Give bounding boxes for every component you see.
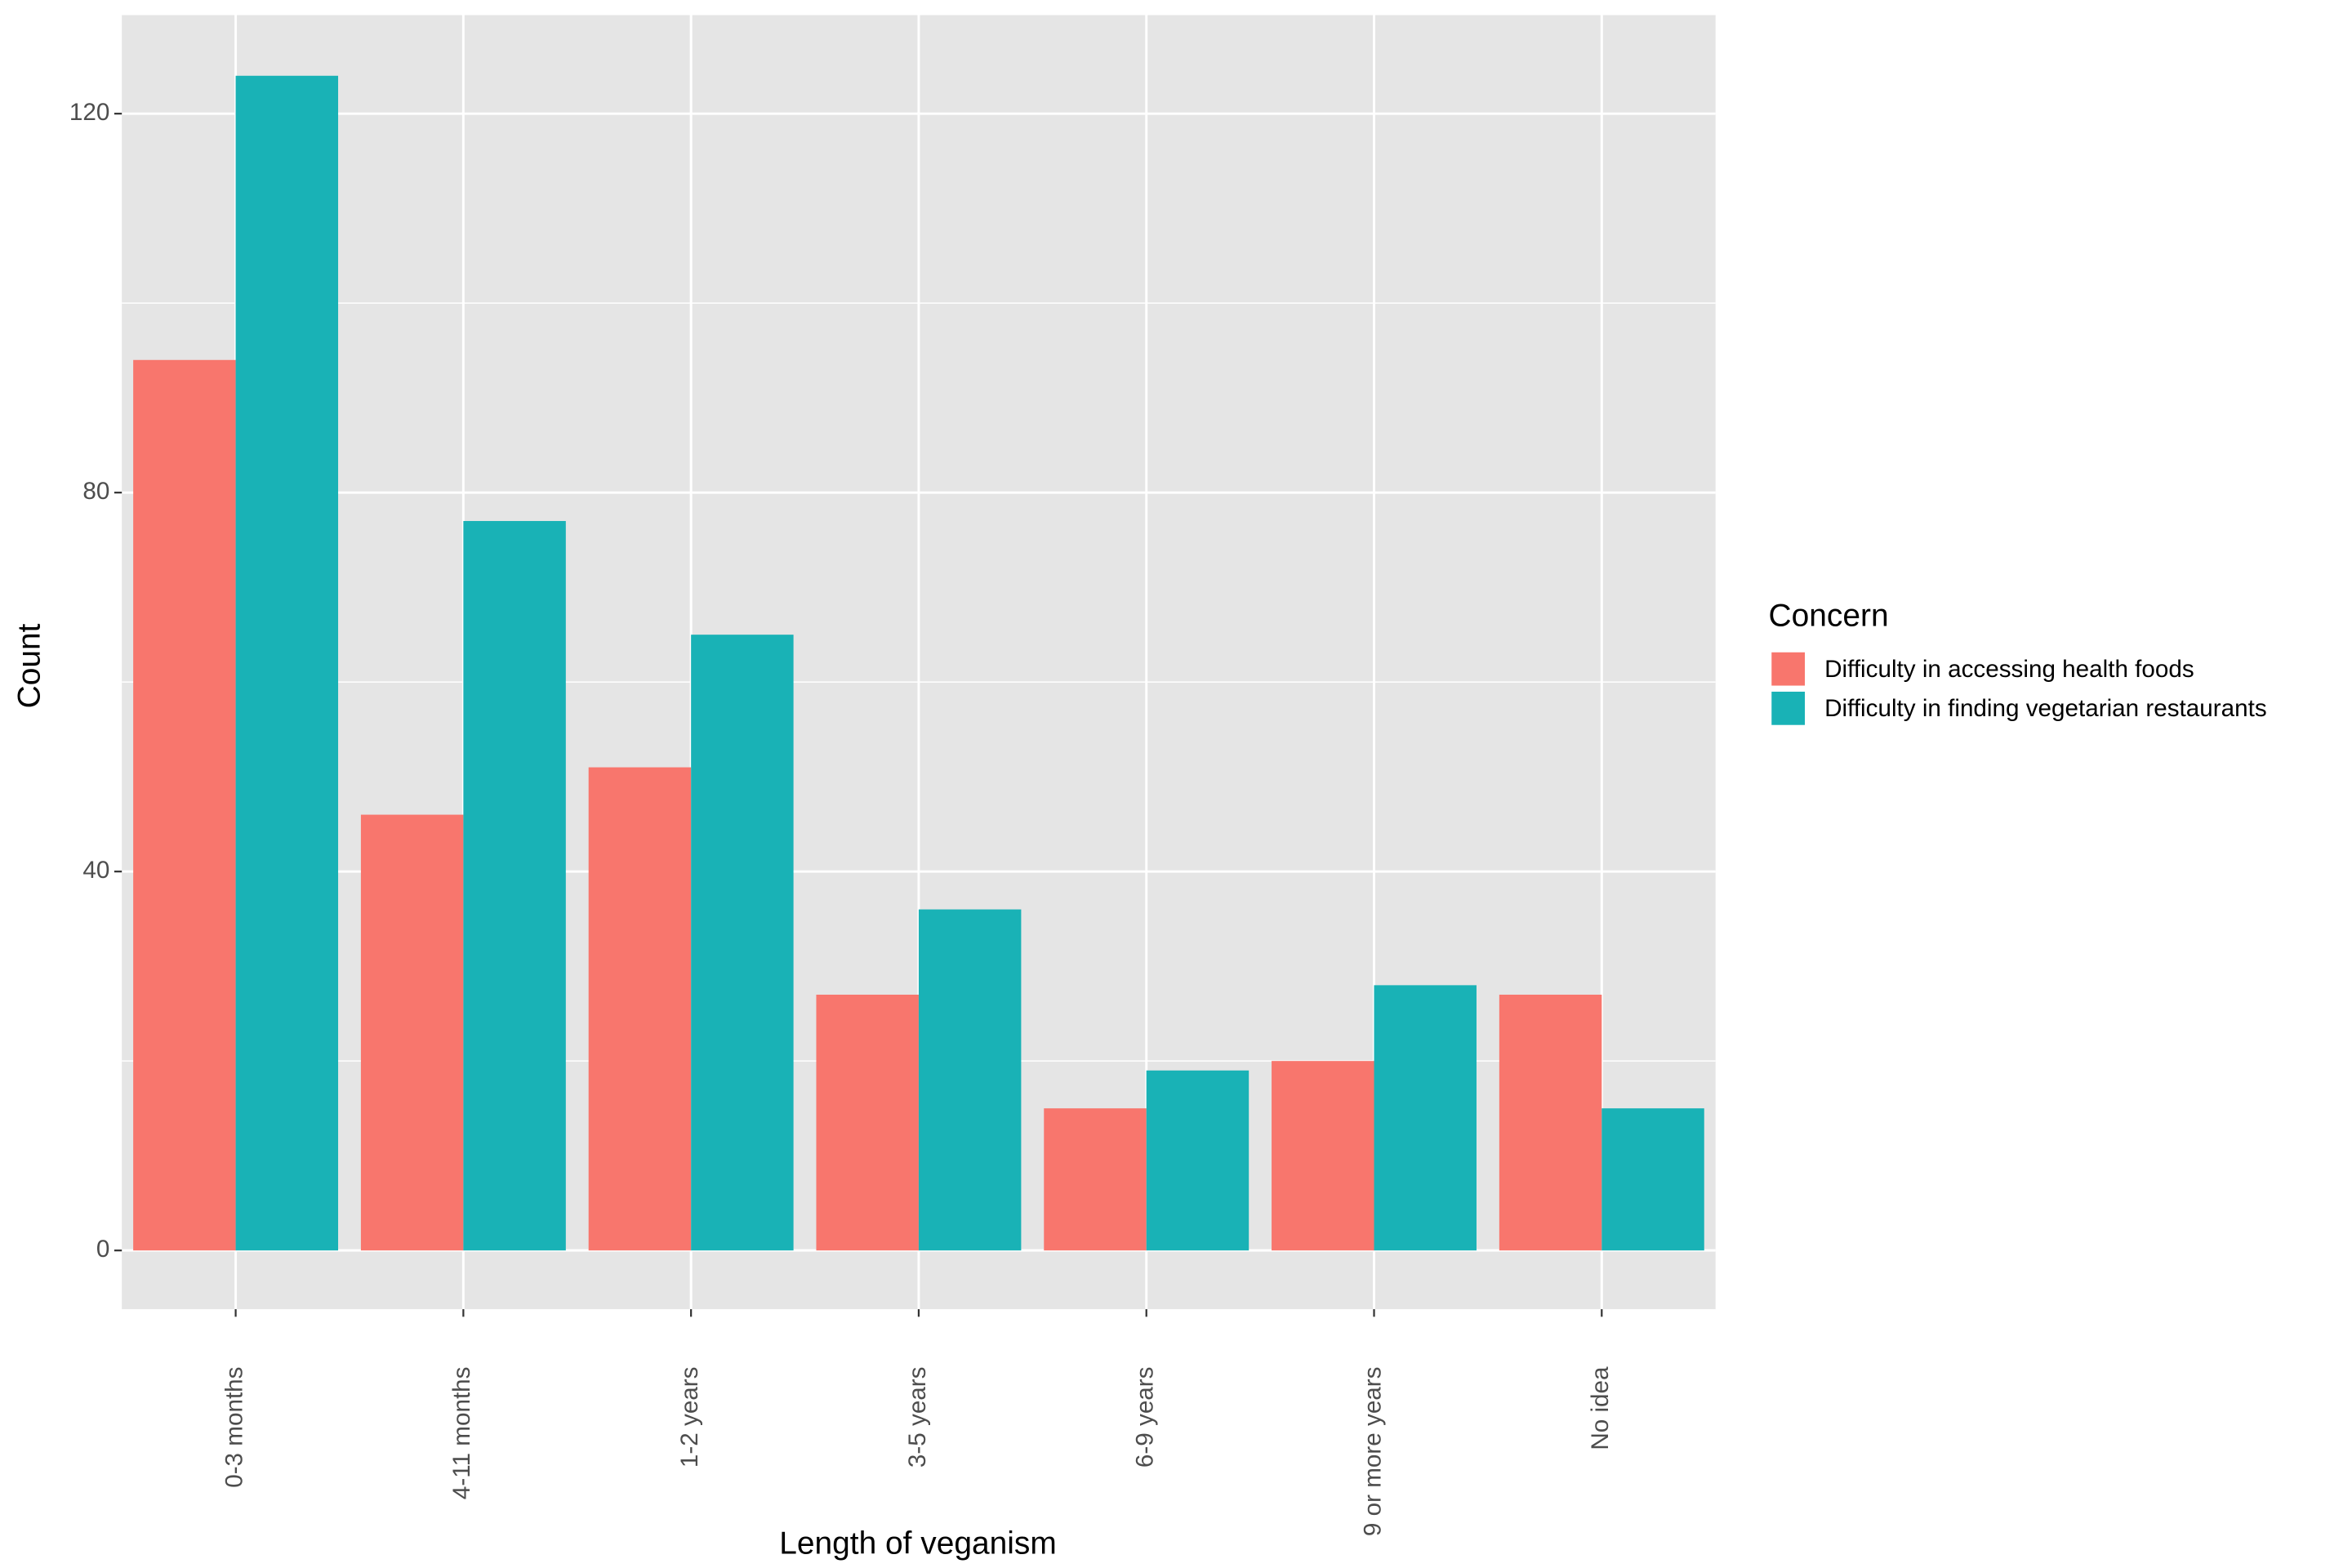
- legend-label: Difficulty in accessing health foods: [1824, 656, 2194, 683]
- legend-key: [1771, 691, 1806, 725]
- bar: [360, 814, 464, 1251]
- bar: [918, 909, 1022, 1251]
- legend-label: Difficulty in finding vegetarian restaur…: [1824, 695, 2267, 722]
- y-tick-label: 0: [96, 1236, 110, 1263]
- bar: [235, 75, 339, 1251]
- x-tick-label: 6-9 years: [1132, 1367, 1159, 1468]
- bar: [463, 520, 566, 1251]
- x-tick-label: 0-3 months: [220, 1367, 247, 1488]
- y-axis-title: Count: [11, 623, 47, 708]
- bar: [816, 994, 919, 1251]
- x-tick-label: 3-5 years: [904, 1367, 931, 1468]
- x-tick-label: 4-11 months: [448, 1367, 475, 1500]
- bar: [1601, 1108, 1704, 1251]
- x-tick-label: No idea: [1587, 1366, 1614, 1450]
- bar: [1272, 1061, 1374, 1251]
- bar: [1146, 1070, 1250, 1251]
- legend-title: Concern: [1769, 598, 1889, 633]
- legend-key: [1771, 652, 1806, 686]
- x-tick-label: 9 or more years: [1359, 1367, 1386, 1537]
- bar: [133, 359, 236, 1251]
- y-tick-label: 40: [82, 857, 109, 884]
- bar: [1499, 994, 1602, 1251]
- bar: [588, 767, 692, 1251]
- y-tick-label: 120: [69, 99, 109, 126]
- bars: [133, 75, 1704, 1251]
- bar: [691, 635, 794, 1251]
- bar: [1044, 1108, 1147, 1251]
- x-axis-title: Length of veganism: [779, 1526, 1057, 1561]
- bar: [1374, 985, 1477, 1251]
- x-tick-label: 1-2 years: [676, 1367, 703, 1468]
- y-tick-label: 80: [82, 478, 109, 505]
